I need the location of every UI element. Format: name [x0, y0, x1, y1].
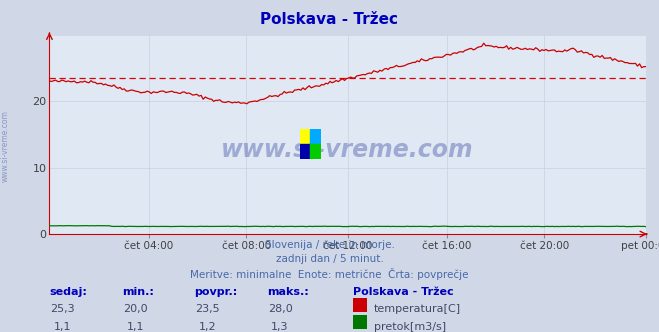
Text: Slovenija / reke in morje.: Slovenija / reke in morje. [264, 240, 395, 250]
Text: 1,1: 1,1 [127, 322, 144, 332]
Text: 1,3: 1,3 [272, 322, 289, 332]
Text: 23,5: 23,5 [195, 304, 220, 314]
Text: sedaj:: sedaj: [49, 287, 87, 297]
Text: 28,0: 28,0 [268, 304, 293, 314]
Text: 1,2: 1,2 [199, 322, 216, 332]
Bar [310, 144, 321, 159]
Text: 20,0: 20,0 [123, 304, 148, 314]
Text: povpr.:: povpr.: [194, 287, 238, 297]
Text: Polskava - Tržec: Polskava - Tržec [353, 287, 453, 297]
Text: Meritve: minimalne  Enote: metrične  Črta: povprečje: Meritve: minimalne Enote: metrične Črta:… [190, 268, 469, 280]
Text: 25,3: 25,3 [50, 304, 75, 314]
Bar [310, 129, 321, 144]
Text: pretok[m3/s]: pretok[m3/s] [374, 322, 445, 332]
Text: zadnji dan / 5 minut.: zadnji dan / 5 minut. [275, 254, 384, 264]
Bar [300, 144, 310, 159]
Text: temperatura[C]: temperatura[C] [374, 304, 461, 314]
Text: www.si-vreme.com: www.si-vreme.com [221, 138, 474, 162]
Text: Polskava - Tržec: Polskava - Tržec [260, 12, 399, 27]
Text: maks.:: maks.: [267, 287, 308, 297]
Text: www.si-vreme.com: www.si-vreme.com [1, 110, 10, 182]
Text: 1,1: 1,1 [54, 322, 71, 332]
Text: min.:: min.: [122, 287, 154, 297]
Bar [300, 129, 310, 144]
